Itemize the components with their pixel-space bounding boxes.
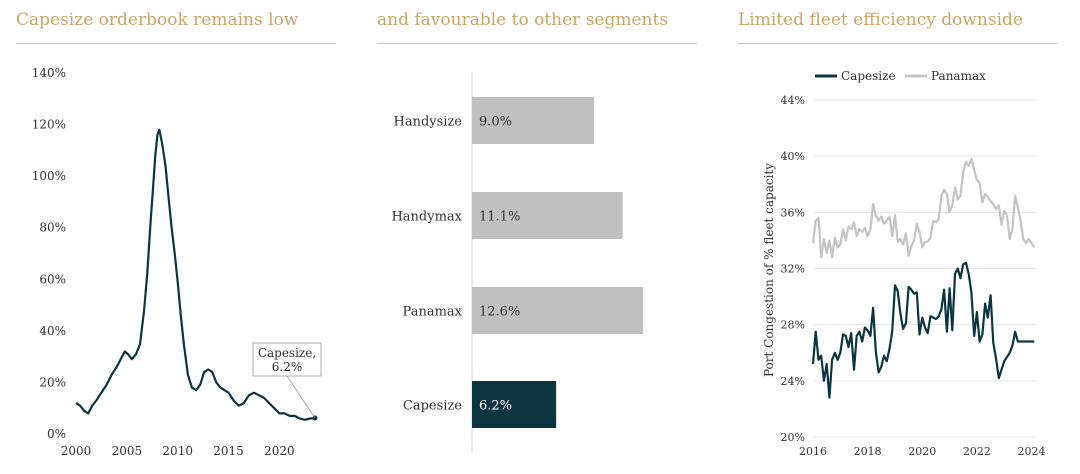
x-tick-label: 2020 (908, 445, 936, 458)
annotation-box (252, 342, 322, 377)
x-tick-label: 2022 (963, 445, 991, 458)
y-tick-label: 20% (39, 375, 66, 389)
y-tick-label: 36% (781, 206, 805, 219)
panel-title: Limited fleet efficiency downside (738, 10, 1023, 30)
x-tick-label: 2000 (61, 444, 92, 458)
y-tick-label: 44% (781, 94, 805, 107)
value-label: 9.0% (479, 115, 512, 130)
x-tick-label: 2024 (1018, 445, 1046, 458)
bar-handysize (472, 97, 595, 144)
annotation-text: 6.2% (272, 360, 303, 374)
x-tick-label: 2018 (854, 445, 882, 458)
category-label: Handymax (391, 210, 462, 225)
panamax-series-line (811, 157, 1036, 259)
value-label: 6.2% (479, 399, 512, 414)
category-label: Capesize (403, 399, 462, 414)
title-divider (738, 43, 1058, 44)
y-tick-label: 0% (47, 427, 66, 441)
legend-label: Capesize (841, 69, 896, 83)
y-tick-label: 28% (781, 319, 805, 332)
title-divider (16, 43, 336, 44)
y-tick-label: 120% (32, 118, 66, 132)
annotation-text: Capesize, (258, 346, 316, 360)
y-tick-label: 140% (32, 66, 66, 80)
legend-label: Panamax (931, 69, 986, 83)
category-label: Handysize (394, 115, 463, 130)
bar-capesize (472, 381, 557, 428)
panel-title: and favourable to other segments (377, 10, 669, 30)
y-tick-label: 20% (781, 431, 805, 444)
x-tick-label: 2005 (112, 444, 143, 458)
value-label: 11.1% (479, 210, 520, 225)
x-tick-label: 2016 (799, 445, 827, 458)
y-tick-label: 80% (39, 221, 66, 235)
panel-orderbook: Capesize orderbook remains low (16, 0, 336, 474)
panel-title: Capesize orderbook remains low (16, 10, 299, 30)
y-tick-label: 60% (39, 272, 66, 286)
panel-segments: and favourable to other segments (377, 0, 697, 474)
y-axis-label: Port Congestion of % fleet capacity (762, 163, 776, 377)
panel-efficiency: Limited fleet efficiency downside (738, 0, 1058, 474)
x-tick-label: 2015 (213, 444, 244, 458)
y-tick-label: 100% (32, 169, 66, 183)
orderbook-series-line (75, 128, 316, 421)
y-tick-label: 32% (781, 263, 805, 276)
y-tick-label: 40% (781, 150, 805, 163)
capesize-series-line (811, 261, 1035, 399)
y-tick-label: 40% (39, 324, 66, 338)
value-label: 12.6% (479, 305, 520, 320)
x-tick-label: 2020 (264, 444, 295, 458)
annotation-leader-line (286, 375, 316, 419)
x-tick-label: 2010 (162, 444, 193, 458)
bar-handymax (472, 192, 623, 239)
bar-panamax (472, 287, 643, 334)
category-label: Panamax (403, 305, 463, 320)
title-divider (377, 43, 697, 44)
y-tick-label: 24% (781, 375, 805, 388)
